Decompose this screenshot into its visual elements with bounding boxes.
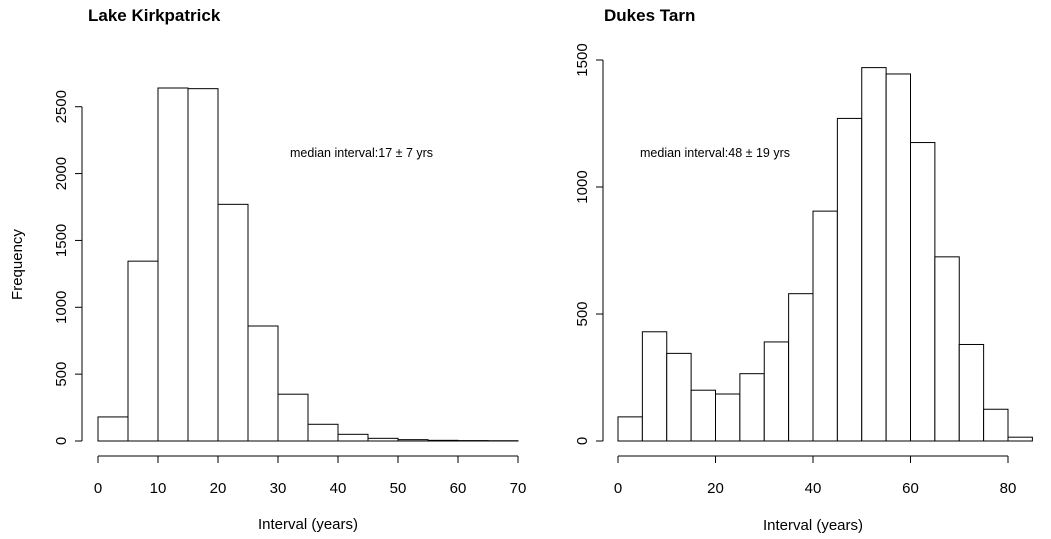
x-tick-label: 0 [94,480,102,497]
histogram-bar [1007,436,1033,442]
histogram-bar [934,256,960,442]
histogram-bar [617,416,643,442]
histogram-bar [788,293,814,442]
histogram-bar [812,210,838,442]
histogram-bar [690,389,716,442]
y-tick-label: 0 [574,437,591,445]
histogram-bar [397,439,429,442]
x-tick-label: 20 [707,480,724,497]
dukes-tarn-panel: Dukes Tarn 0 20 40 60 80 0 500 1000 1500 Interval… [530,0,1051,539]
histogram-bar [247,325,279,442]
x-axis-title: Interval (years) [258,516,358,533]
histogram-bar [861,67,887,442]
histogram-bar [97,416,129,442]
x-tick-label: 40 [805,480,822,497]
histogram-bar [127,260,159,442]
y-tick-label: 1000 [574,170,591,203]
histogram-bar [885,73,911,442]
x-tick-label: 80 [1000,480,1017,497]
x-tick-label: 40 [330,480,347,497]
x-axis-title: Interval (years) [763,517,863,534]
histogram-bar [763,341,790,442]
histogram-bar [427,439,459,442]
histogram-bar [666,352,692,442]
median-annotation: median interval:17 ± 7 yrs [290,146,433,160]
y-tick-label: 1500 [53,224,70,257]
y-tick-label: 2000 [53,157,70,190]
lake-kirkpatrick-panel: Lake Kirkpatrick 0 10 20 30 40 50 60 70 0 500 1000… [9,6,527,533]
histogram-bar [307,423,339,442]
histogram-bar [958,343,985,442]
x-tick-label: 30 [270,480,287,497]
y-tick-label: 2500 [53,90,70,123]
x-tick-label: 50 [390,480,407,497]
chart-title: Dukes Tarn [604,6,696,25]
x-tick-label: 20 [210,480,227,497]
histogram-bar [367,437,399,442]
y-tick-label: 0 [53,437,70,445]
histogram-bar [337,433,369,442]
y-tick-label: 1000 [53,291,70,324]
x-tick-label: 0 [614,480,622,497]
x-tick-label: 10 [150,480,167,497]
y-tick-label: 1500 [574,43,591,76]
histogram-bar [715,393,741,442]
histogram-bar [277,393,309,442]
histogram-bar [983,408,1009,442]
histogram-bar [217,203,249,442]
histogram-bar [187,88,219,442]
x-tick-label: 60 [450,480,467,497]
histogram-bar [836,117,863,442]
histogram-bar [641,331,668,442]
histogram-bar [157,87,189,442]
x-tick-label: 70 [510,480,527,497]
histogram-bar [910,142,936,442]
histogram-bar [739,373,765,442]
x-tick-label: 60 [902,480,919,497]
lake-kirkpatrick-histogram: 0 10 20 30 40 50 60 70 0 500 1000 1500 2000 2500 Inter… [9,87,527,533]
y-tick-label: 500 [574,301,591,326]
dukes-tarn-histogram: 0 20 40 60 80 0 500 1000 1500 Interval (years) med… [574,43,1033,534]
y-axis-title: Frequency [9,229,26,300]
chart-title: Lake Kirkpatrick [88,6,221,25]
y-tick-label: 500 [53,362,70,387]
median-annotation: median interval:48 ± 19 yrs [640,146,790,160]
